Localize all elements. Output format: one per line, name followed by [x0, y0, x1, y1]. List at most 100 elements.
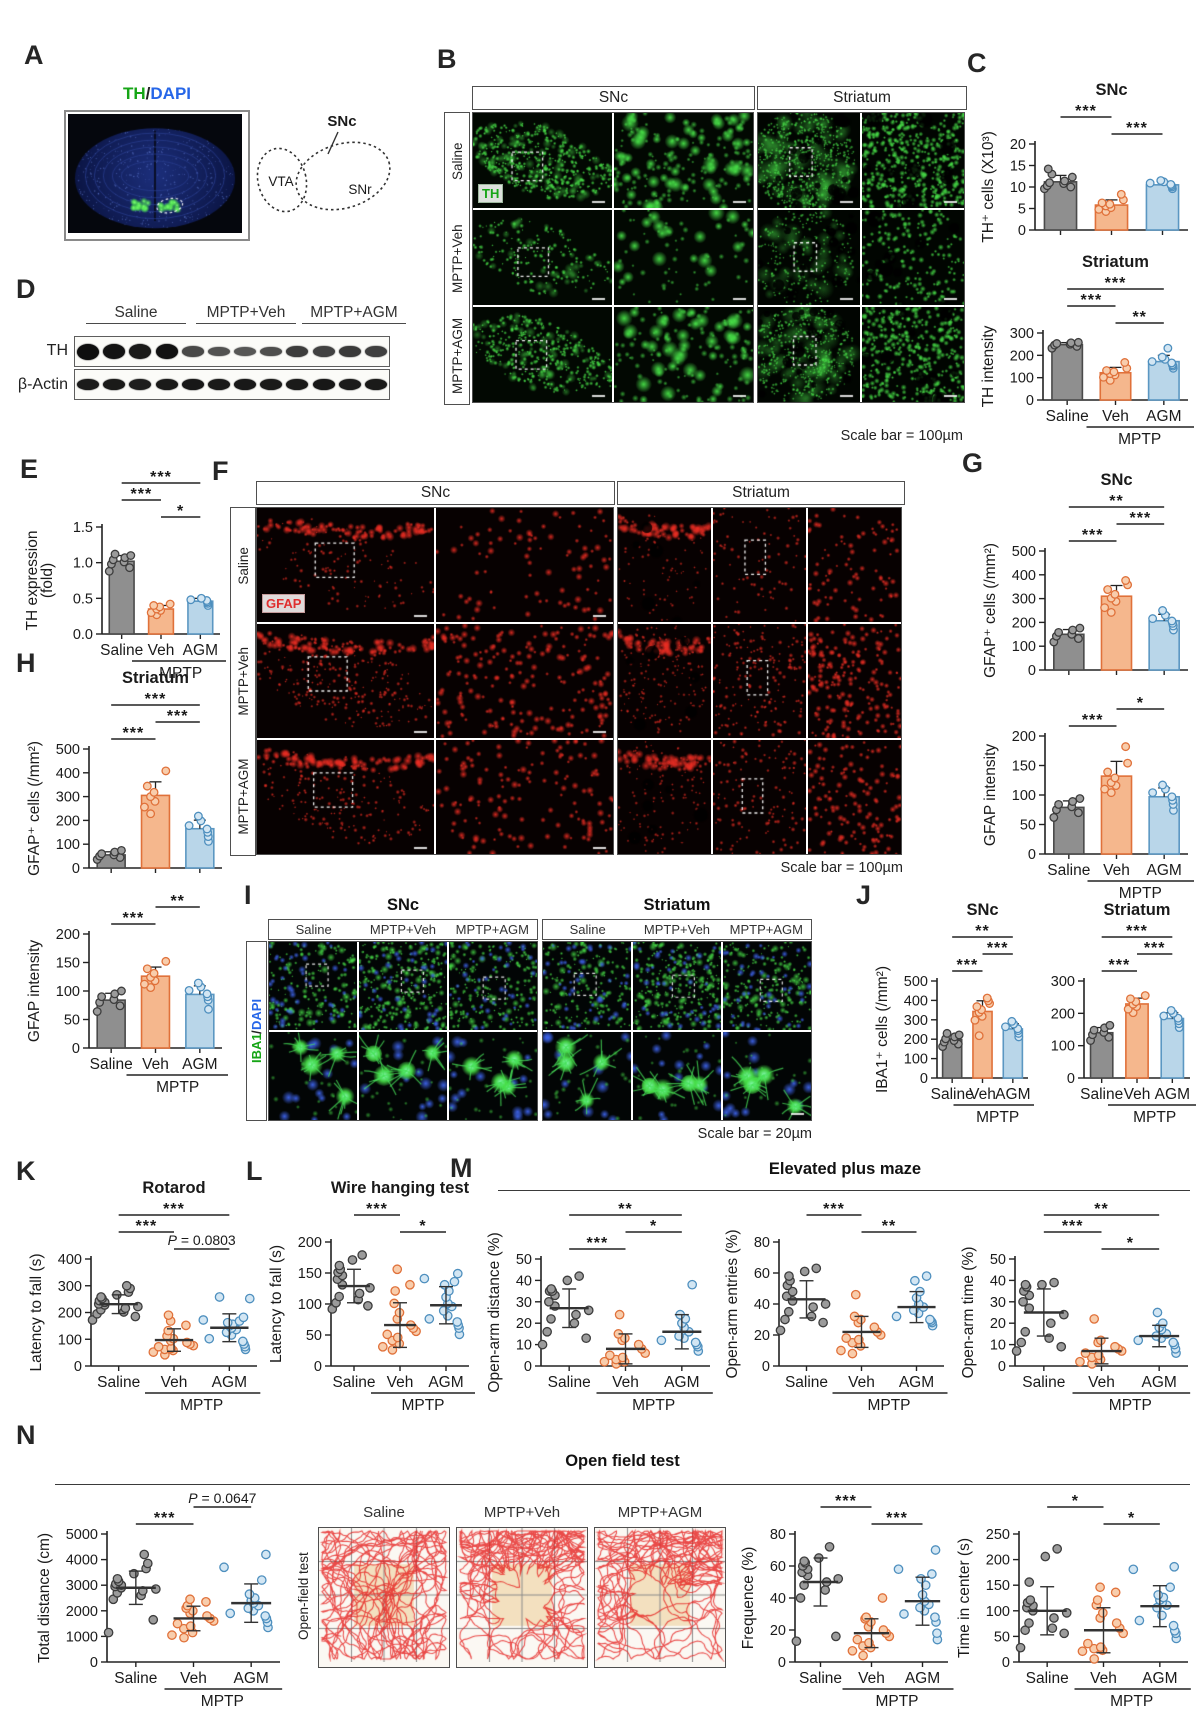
svg-text:Frequence (%): Frequence (%) — [740, 1547, 757, 1650]
i-snc-col-saline: Saline — [295, 922, 332, 937]
svg-text:0: 0 — [1067, 1071, 1075, 1087]
panel-label-j: J — [856, 880, 872, 910]
stain-dapi: DAPI — [150, 84, 192, 103]
panel-label-k: K — [16, 1156, 36, 1186]
chart-open-arm-time: 0 10 20 30 40 50 Open-arm time (%) *** * ** Saline… — [960, 1198, 1194, 1416]
b-row-mptp-agm: MPTP+AGM — [449, 317, 465, 394]
micrograph-i-snc-agm-zoom — [449, 1032, 537, 1120]
svg-text:0.5: 0.5 — [73, 591, 93, 607]
svg-text:4000: 4000 — [66, 1553, 98, 1569]
n-trace-col-saline: Saline — [363, 1504, 405, 1521]
i-stain-side-label: IBA1/DAPI — [246, 941, 267, 1121]
n-trace-veh-box — [456, 1527, 588, 1668]
micrograph-b-snc-agm-overview — [473, 307, 612, 402]
micrograph-b-striatum-agm-zoom — [862, 307, 964, 402]
svg-text:200: 200 — [56, 927, 80, 943]
svg-text:150: 150 — [1012, 759, 1036, 775]
svg-text:200: 200 — [298, 1235, 322, 1251]
chart-striatum-iba1-cells: Striatum 0 100 200 300 *** *** *** Saline Veh AGM M… — [1036, 898, 1200, 1128]
micrograph-b-striatum-saline-zoom — [862, 113, 964, 208]
svg-text:Saline: Saline — [799, 1670, 842, 1687]
micrograph-f-striatum-agm-overview — [618, 740, 711, 854]
svg-text:Veh: Veh — [612, 1374, 639, 1391]
svg-text:50: 50 — [990, 1252, 1006, 1268]
svg-text:100: 100 — [298, 1297, 322, 1313]
panel-label-g: G — [962, 448, 984, 478]
svg-text:*: * — [1128, 1510, 1135, 1527]
svg-text:Veh: Veh — [148, 642, 175, 659]
svg-text:***: *** — [1144, 940, 1166, 957]
vta-outline — [256, 147, 308, 213]
svg-text:TH⁺ cells (X10³): TH⁺ cells (X10³) — [980, 131, 997, 243]
micrograph-i-striatum-veh-overview — [633, 942, 721, 1030]
svg-text:***: *** — [1080, 292, 1102, 309]
micrograph-b-striatum-veh-overview — [758, 210, 860, 305]
panel-label-c: C — [967, 48, 987, 78]
svg-text:30: 30 — [990, 1295, 1006, 1311]
svg-text:0: 0 — [1018, 223, 1026, 239]
svg-text:50: 50 — [306, 1328, 322, 1344]
blot-band — [103, 343, 126, 360]
svg-text:60: 60 — [770, 1559, 786, 1575]
blot-band — [207, 346, 230, 357]
svg-text:Veh: Veh — [1124, 1086, 1151, 1103]
svg-text:20: 20 — [1010, 137, 1026, 153]
svg-text:MPTP: MPTP — [976, 1109, 1019, 1126]
svg-text:400: 400 — [58, 1252, 82, 1268]
svg-text:P = 0.0647: P = 0.0647 — [188, 1490, 256, 1506]
blot-band — [207, 378, 230, 391]
svg-text:300: 300 — [904, 1013, 928, 1029]
chart-total-distance: 0 1000 2000 3000 4000 5000 Total distance (cm)… — [36, 1490, 286, 1712]
svg-text:Veh: Veh — [142, 1056, 169, 1073]
svg-text:***: *** — [835, 1493, 857, 1510]
blot-band — [234, 378, 257, 391]
svg-text:100: 100 — [56, 984, 80, 1000]
svg-text:IBA1⁺ cells (/mm²): IBA1⁺ cells (/mm²) — [874, 966, 891, 1093]
svg-text:AGM: AGM — [664, 1374, 699, 1391]
blot-band — [129, 379, 152, 390]
blot-band — [260, 346, 283, 357]
blot-band — [181, 346, 204, 357]
blot-band — [364, 345, 387, 358]
chart-striatum-th-intensity: Striatum 0 100 200 300 TH intensity *** ** *** Sa… — [980, 250, 1195, 450]
blot-group-mptp-veh: MPTP+Veh — [196, 304, 296, 324]
panel-label-m: M — [450, 1153, 473, 1183]
svg-text:0: 0 — [1026, 393, 1034, 409]
svg-text:***: *** — [1126, 120, 1148, 137]
panel-label-n: N — [16, 1420, 36, 1450]
svg-text:***: *** — [1075, 103, 1097, 120]
svg-text:*: * — [650, 1218, 657, 1235]
svg-text:300: 300 — [1051, 974, 1075, 990]
svg-text:MPTP: MPTP — [156, 1079, 199, 1096]
svg-text:***: *** — [886, 1510, 908, 1527]
stain-sep: / — [145, 84, 151, 103]
svg-text:***: *** — [150, 469, 172, 486]
b-striatum-micrographs — [757, 112, 965, 403]
svg-text:0: 0 — [1028, 847, 1036, 863]
f-row-labels: Saline MPTP+Veh MPTP+AGM — [230, 507, 256, 856]
n-title-rule — [55, 1484, 1190, 1485]
svg-text:MPTP: MPTP — [875, 1693, 918, 1710]
svg-text:20: 20 — [770, 1623, 786, 1639]
micrograph-b-striatum-saline-overview — [758, 113, 860, 208]
chart-wire-hanging: Wire hanging test 0 50 100 150 200 Latency to … — [268, 1176, 477, 1416]
micrograph-i-striatum-saline-zoom — [543, 1032, 631, 1120]
svg-text:Open-arm entries (%): Open-arm entries (%) — [724, 1229, 741, 1378]
blot-band — [260, 378, 283, 391]
micrograph-i-snc-agm-overview — [449, 942, 537, 1030]
chart-snc-gfap-intensity: 0 50 100 150 200 GFAP intensity *** * Saline Veh A… — [982, 692, 1196, 904]
svg-text:300: 300 — [1010, 326, 1034, 342]
m-title-rule — [498, 1190, 1190, 1191]
svg-text:500: 500 — [56, 742, 80, 758]
svg-text:1.5: 1.5 — [73, 520, 93, 536]
chart-time-in-center: 0 50 100 150 200 250 Time in center (s) * * Salin… — [956, 1490, 1194, 1712]
f-row-saline: Saline — [235, 547, 251, 585]
svg-text:GFAP intensity: GFAP intensity — [26, 940, 43, 1042]
svg-text:**: ** — [1094, 1201, 1108, 1218]
svg-text:Striatum: Striatum — [1104, 901, 1171, 919]
chart-svg: Rotarod 0 100 200 300 400 Latency to fall (s) *… — [28, 1179, 261, 1414]
micrograph-i-snc-saline-zoom — [269, 1032, 357, 1120]
svg-text:***: *** — [586, 1235, 608, 1252]
